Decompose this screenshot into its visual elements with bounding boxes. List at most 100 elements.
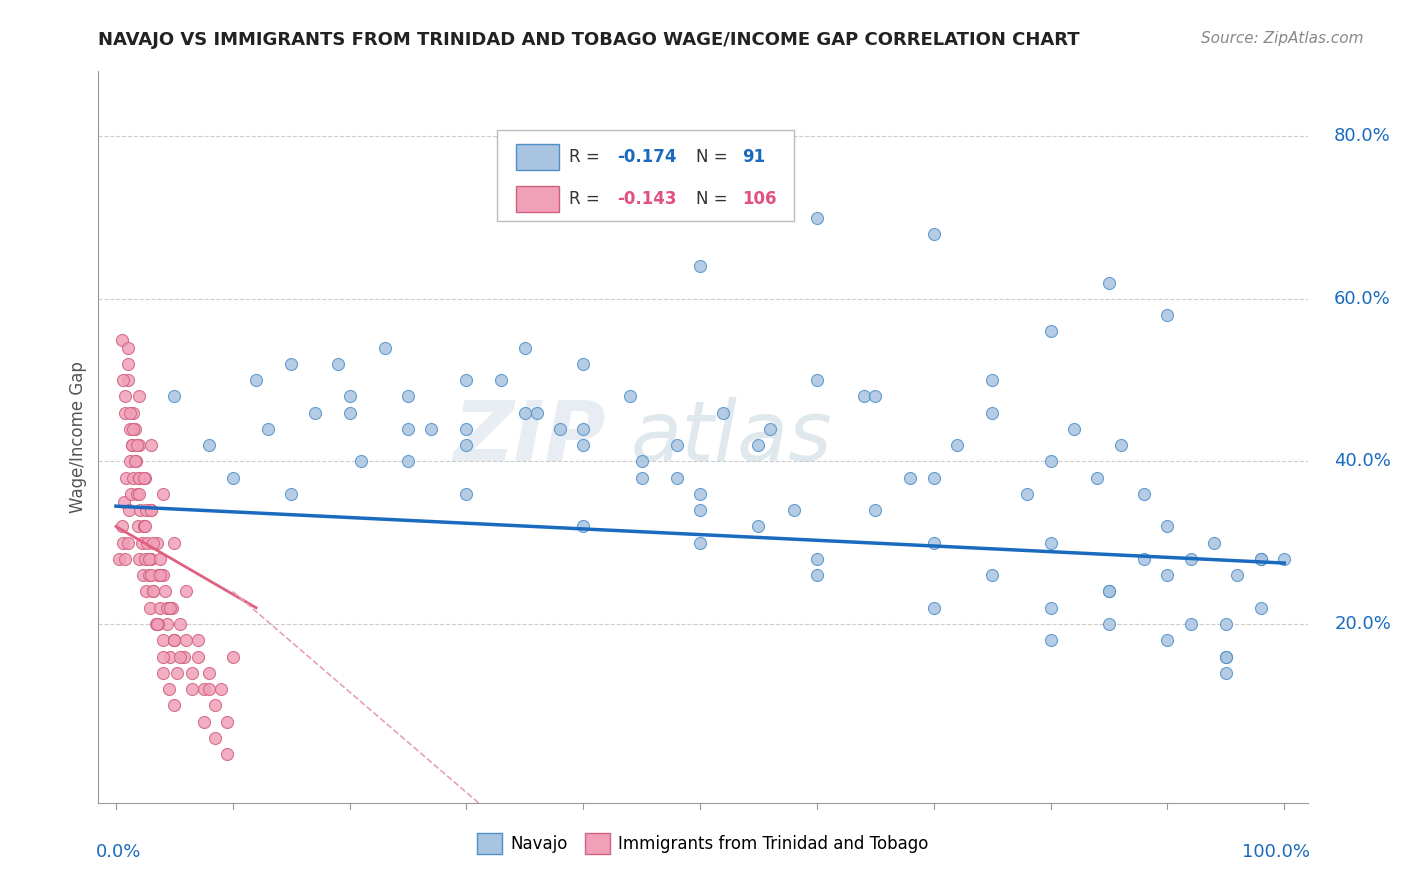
Point: [138, 568, 160, 582]
Point: [491, 373, 513, 387]
Point: [114, 406, 136, 420]
Point: [198, 438, 221, 452]
Point: [139, 568, 162, 582]
Point: [339, 389, 361, 403]
Point: [256, 422, 278, 436]
Point: [128, 471, 150, 485]
Point: [111, 519, 134, 533]
Point: [118, 454, 141, 468]
Point: [1272, 552, 1295, 566]
Point: [1063, 422, 1085, 436]
Point: [134, 519, 156, 533]
Point: [139, 438, 162, 452]
Point: [806, 552, 828, 566]
Text: N =: N =: [696, 148, 733, 166]
Point: [139, 600, 162, 615]
Point: [124, 454, 146, 468]
Point: [396, 389, 419, 403]
Point: [1156, 633, 1178, 648]
Point: [166, 665, 188, 680]
Point: [142, 584, 165, 599]
Point: [1156, 308, 1178, 322]
Point: [572, 519, 595, 533]
Point: [630, 454, 652, 468]
Text: 100.0%: 100.0%: [1241, 843, 1310, 861]
Point: [131, 535, 153, 549]
Point: [120, 487, 142, 501]
Point: [865, 389, 887, 403]
Text: 80.0%: 80.0%: [1334, 128, 1391, 145]
Text: R =: R =: [569, 148, 605, 166]
Point: [865, 503, 887, 517]
Point: [134, 552, 156, 566]
Text: NAVAJO VS IMMIGRANTS FROM TRINIDAD AND TOBAGO WAGE/INCOME GAP CORRELATION CHART: NAVAJO VS IMMIGRANTS FROM TRINIDAD AND T…: [98, 31, 1080, 49]
Point: [146, 617, 169, 632]
Point: [689, 260, 711, 274]
Point: [152, 649, 174, 664]
Point: [122, 406, 145, 420]
Point: [163, 633, 186, 648]
FancyBboxPatch shape: [516, 186, 560, 212]
Text: 91: 91: [742, 148, 765, 166]
Point: [713, 406, 735, 420]
Point: [125, 487, 148, 501]
Point: [139, 503, 162, 517]
Point: [548, 422, 571, 436]
Point: [174, 584, 197, 599]
Point: [149, 568, 172, 582]
Point: [665, 471, 688, 485]
Point: [1180, 552, 1202, 566]
Point: [1215, 665, 1237, 680]
Point: [128, 552, 150, 566]
Point: [187, 633, 209, 648]
Point: [922, 471, 945, 485]
Point: [922, 227, 945, 241]
Point: [759, 422, 782, 436]
Point: [117, 373, 139, 387]
Point: [132, 471, 155, 485]
Point: [1017, 487, 1039, 501]
Point: [204, 731, 226, 745]
Point: [163, 389, 186, 403]
Point: [118, 503, 141, 517]
Point: [222, 649, 245, 664]
Point: [806, 211, 828, 225]
Point: [146, 568, 169, 582]
Point: [118, 422, 141, 436]
Point: [1109, 438, 1132, 452]
Point: [1156, 519, 1178, 533]
Text: 60.0%: 60.0%: [1334, 290, 1391, 308]
Point: [112, 495, 135, 509]
Point: [981, 373, 1004, 387]
FancyBboxPatch shape: [498, 130, 793, 221]
Point: [124, 422, 146, 436]
Point: [456, 422, 478, 436]
Point: [572, 438, 595, 452]
Point: [128, 389, 150, 403]
Point: [117, 341, 139, 355]
Point: [852, 389, 875, 403]
Point: [111, 373, 134, 387]
Point: [193, 714, 215, 729]
Text: -0.143: -0.143: [617, 190, 676, 208]
Point: [121, 438, 143, 452]
Point: [689, 503, 711, 517]
Point: [396, 454, 419, 468]
Point: [121, 438, 143, 452]
Point: [139, 503, 162, 517]
Point: [630, 471, 652, 485]
Text: 40.0%: 40.0%: [1334, 452, 1391, 470]
Point: [981, 568, 1004, 582]
Text: 20.0%: 20.0%: [1334, 615, 1391, 633]
Point: [245, 373, 267, 387]
Point: [198, 681, 221, 696]
Legend: Navajo, Immigrants from Trinidad and Tobago: Navajo, Immigrants from Trinidad and Tob…: [471, 827, 935, 860]
Point: [163, 698, 186, 713]
Point: [280, 357, 302, 371]
Point: [114, 389, 136, 403]
Point: [456, 373, 478, 387]
Point: [135, 503, 157, 517]
Point: [146, 617, 169, 632]
Point: [215, 747, 238, 761]
Point: [128, 471, 150, 485]
